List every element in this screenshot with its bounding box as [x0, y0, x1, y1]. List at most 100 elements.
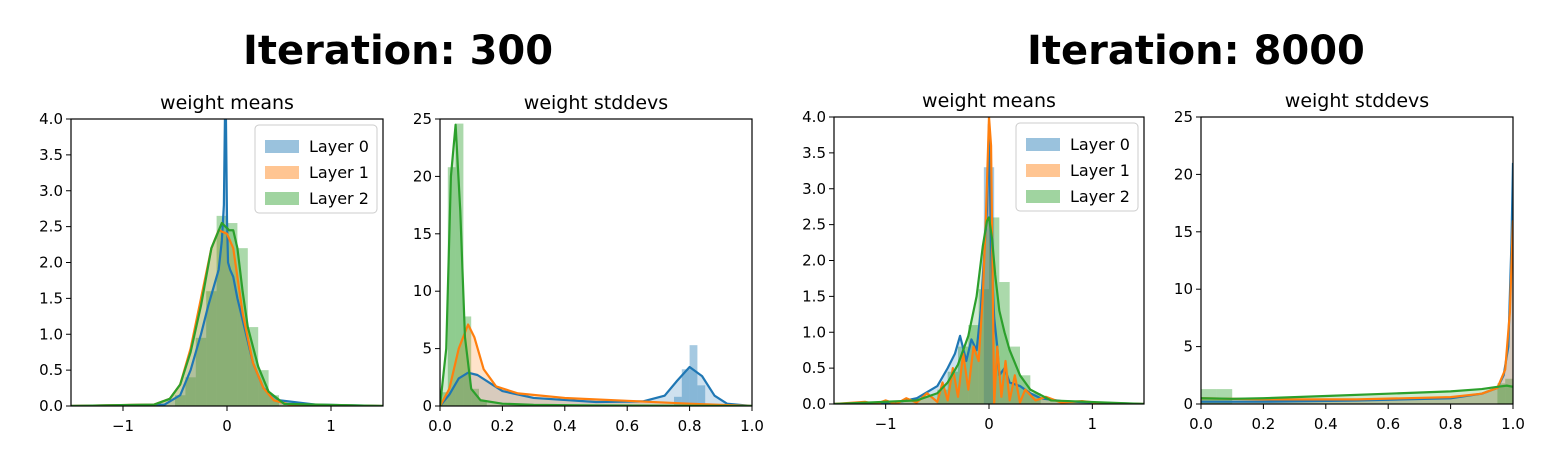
legend-label: Layer 2	[309, 189, 369, 208]
series-area-1	[1201, 220, 1513, 404]
y-tick-label: 5	[422, 340, 432, 358]
y-tick-label: 25	[1174, 108, 1193, 126]
y-tick-label: 1.5	[802, 287, 826, 305]
y-tick-label: 0.0	[39, 397, 63, 415]
x-tick-label: 0.8	[678, 417, 702, 435]
legend-label: Layer 1	[1070, 161, 1130, 180]
hist-bar	[999, 282, 1010, 404]
x-tick-label: 0	[222, 417, 232, 435]
y-tick-label: 3.5	[802, 144, 826, 162]
hist-bar	[247, 327, 259, 406]
axes-frame	[1200, 116, 1514, 405]
x-tick-label: 0	[984, 415, 994, 433]
hist-bar	[1216, 389, 1233, 404]
hist-bar	[1505, 378, 1513, 404]
legend-swatch	[265, 166, 299, 179]
series-area-0	[834, 124, 1144, 404]
hist-bar	[206, 291, 217, 406]
y-tick-label: 1.5	[39, 289, 63, 307]
y-tick-label: 4.0	[39, 110, 63, 128]
y-tick-label: 2.5	[39, 218, 63, 236]
y-tick-label: 25	[413, 110, 432, 128]
y-tick-label: 10	[413, 282, 432, 300]
x-tick-label: −1	[112, 417, 134, 435]
series-area-1	[71, 230, 383, 406]
y-tick-label: 2.0	[39, 254, 63, 272]
y-tick-label: 0.5	[802, 359, 826, 377]
subplot-title: weight means	[922, 90, 1056, 112]
hist-bar	[1201, 389, 1217, 404]
series-line-1	[1201, 220, 1513, 401]
x-tick-label: 0.4	[553, 417, 577, 435]
series-area-1	[834, 117, 1144, 404]
series-line-1	[440, 323, 752, 406]
series-line-0	[440, 365, 752, 406]
legend-swatch	[1026, 190, 1060, 203]
legend-swatch	[1026, 164, 1060, 177]
y-tick-label: 4.0	[802, 108, 826, 126]
x-tick-label: 1.0	[740, 417, 764, 435]
hist-bar	[978, 289, 989, 404]
y-tick-label: 0	[422, 397, 432, 415]
hist-bar	[216, 215, 227, 406]
hist-bar	[983, 167, 989, 404]
y-tick-label: 2.0	[802, 252, 826, 270]
legend-swatch	[265, 140, 299, 153]
y-tick-label: 1.0	[802, 323, 826, 341]
hist-bar	[958, 346, 969, 404]
hist-bar	[195, 337, 207, 406]
series-line-2	[1201, 384, 1513, 400]
series-line-2	[834, 216, 1144, 404]
axes-frame	[439, 118, 753, 407]
y-tick-label: 10	[1174, 280, 1193, 298]
hist-bar	[681, 369, 690, 406]
x-tick-label: 0.6	[1376, 415, 1400, 433]
series-line-0	[1201, 162, 1513, 403]
series-area-0	[440, 366, 752, 406]
y-tick-label: 0	[1183, 395, 1193, 413]
legend-box	[1015, 122, 1139, 212]
hist-bar	[185, 377, 196, 406]
y-tick-label: 5	[1183, 338, 1193, 356]
series-area-2	[440, 124, 752, 406]
hist-bar	[227, 223, 238, 406]
x-tick-label: 0.0	[428, 417, 452, 435]
hist-bar	[947, 371, 958, 404]
y-tick-label: 0.5	[39, 361, 63, 379]
y-tick-label: 20	[413, 167, 432, 185]
series-area-2	[71, 223, 383, 406]
hist-bar	[237, 248, 248, 406]
x-tick-label: 0.4	[1314, 415, 1338, 433]
legend-label: Layer 2	[1070, 187, 1130, 206]
hist-bar	[175, 395, 186, 406]
y-tick-label: 3.0	[802, 180, 826, 198]
hist-bar	[1497, 383, 1506, 404]
legend-swatch	[1026, 138, 1060, 151]
series-area-0	[1201, 162, 1513, 404]
hist-bar	[697, 385, 706, 406]
y-tick-label: 0.0	[802, 395, 826, 413]
hist-bar	[674, 396, 682, 406]
hist-bar	[968, 325, 979, 404]
figure-title-left: Iteration: 300	[243, 28, 554, 74]
subplot-title: weight stddevs	[524, 92, 668, 114]
x-tick-label: 0.0	[1189, 415, 1213, 433]
y-tick-label: 15	[413, 225, 432, 243]
x-tick-label: 1	[326, 417, 336, 435]
hist-bar	[937, 389, 948, 404]
x-tick-label: 0.2	[1251, 415, 1275, 433]
legend-label: Layer 0	[309, 137, 369, 156]
y-tick-label: 2.5	[802, 216, 826, 234]
legend-swatch	[265, 192, 299, 205]
hist-bar	[1030, 393, 1041, 404]
y-tick-label: 3.5	[39, 146, 63, 164]
hist-bar	[455, 123, 464, 406]
hist-bar	[689, 345, 698, 406]
series-line-2	[71, 221, 383, 406]
subplot-title: weight means	[160, 92, 294, 114]
hist-bar	[989, 167, 995, 404]
legend-label: Layer 0	[1070, 135, 1130, 154]
y-tick-label: 1.0	[39, 325, 63, 343]
legend-label: Layer 1	[309, 163, 369, 182]
